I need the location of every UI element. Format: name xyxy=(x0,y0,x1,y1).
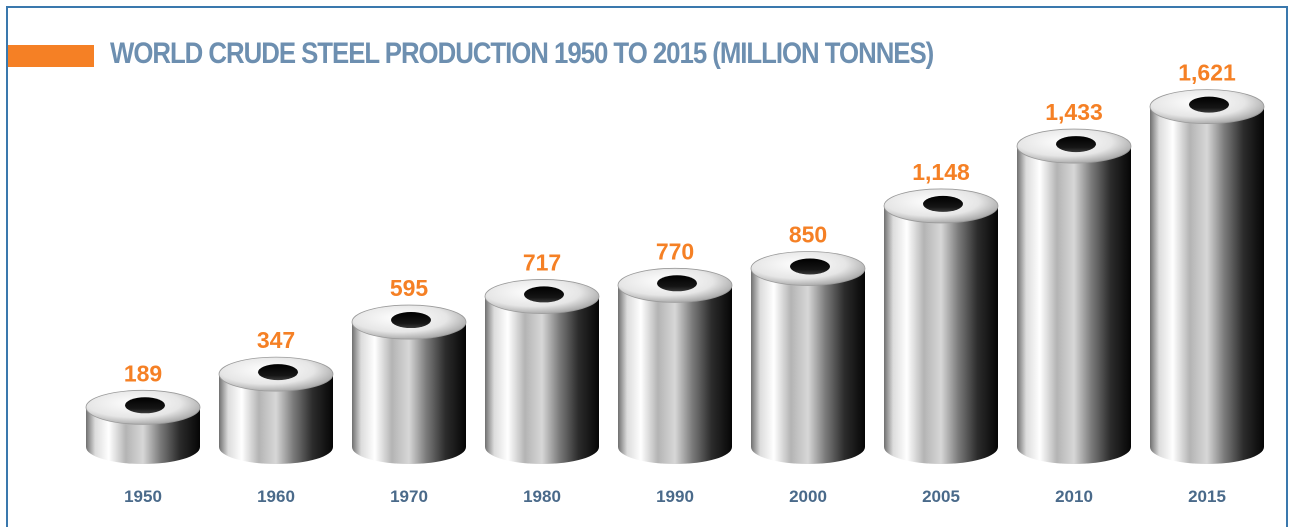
cylinder-body xyxy=(618,285,732,464)
steel-cylinder: 1,433 2010 xyxy=(1016,99,1132,506)
year-label: 2015 xyxy=(1188,487,1226,506)
value-label: 347 xyxy=(257,327,295,353)
year-label: 1960 xyxy=(257,487,295,506)
cylinder-body xyxy=(219,374,333,464)
cylinder-hole xyxy=(1056,136,1096,153)
steel-cylinder: 347 1960 xyxy=(218,327,334,506)
cylinder-body xyxy=(485,296,599,464)
steel-cylinder: 595 1970 xyxy=(351,275,467,506)
year-label: 2000 xyxy=(789,487,827,506)
cylinder-hole xyxy=(258,364,298,381)
steel-cylinder: 1,148 2005 xyxy=(883,159,999,506)
value-label: 595 xyxy=(390,275,429,301)
steel-cylinder: 1,621 2015 xyxy=(1149,60,1265,506)
cylinder-hole xyxy=(1189,96,1229,113)
cylinder-hole xyxy=(657,275,697,292)
cylinder-body xyxy=(352,322,466,464)
cylinder-body xyxy=(1017,146,1131,464)
year-label: 2005 xyxy=(922,487,960,506)
title-accent-bar xyxy=(8,45,94,67)
year-label: 1990 xyxy=(656,487,694,506)
cylinder-body xyxy=(751,268,865,464)
value-label: 717 xyxy=(523,249,561,275)
cylinder-series: 189 1950 347 1960 595 1970 717 1980 770 1990 850 20… xyxy=(85,60,1265,506)
cylinder-hole xyxy=(790,258,830,275)
value-label: 1,621 xyxy=(1178,60,1236,86)
cylinder-hole xyxy=(923,195,963,212)
value-label: 1,433 xyxy=(1045,99,1103,125)
cylinder-hole xyxy=(391,312,431,329)
year-label: 1980 xyxy=(523,487,561,506)
year-label: 1970 xyxy=(390,487,428,506)
value-label: 189 xyxy=(124,360,162,386)
value-label: 770 xyxy=(656,238,694,264)
cylinder-hole xyxy=(524,286,564,303)
steel-cylinder: 717 1980 xyxy=(484,249,600,506)
year-label: 2010 xyxy=(1055,487,1093,506)
value-label: 850 xyxy=(789,222,827,248)
steel-cylinder: 189 1950 xyxy=(85,360,201,506)
cylinder-body xyxy=(884,205,998,465)
chart-title: WORLD CRUDE STEEL PRODUCTION 1950 TO 201… xyxy=(110,37,934,70)
cylinder-body xyxy=(1150,106,1264,464)
cylinder-hole xyxy=(125,397,165,414)
steel-cylinder: 850 2000 xyxy=(750,222,866,506)
year-label: 1950 xyxy=(124,487,162,506)
steel-cylinder: 770 1990 xyxy=(617,238,733,506)
value-label: 1,148 xyxy=(912,159,970,185)
